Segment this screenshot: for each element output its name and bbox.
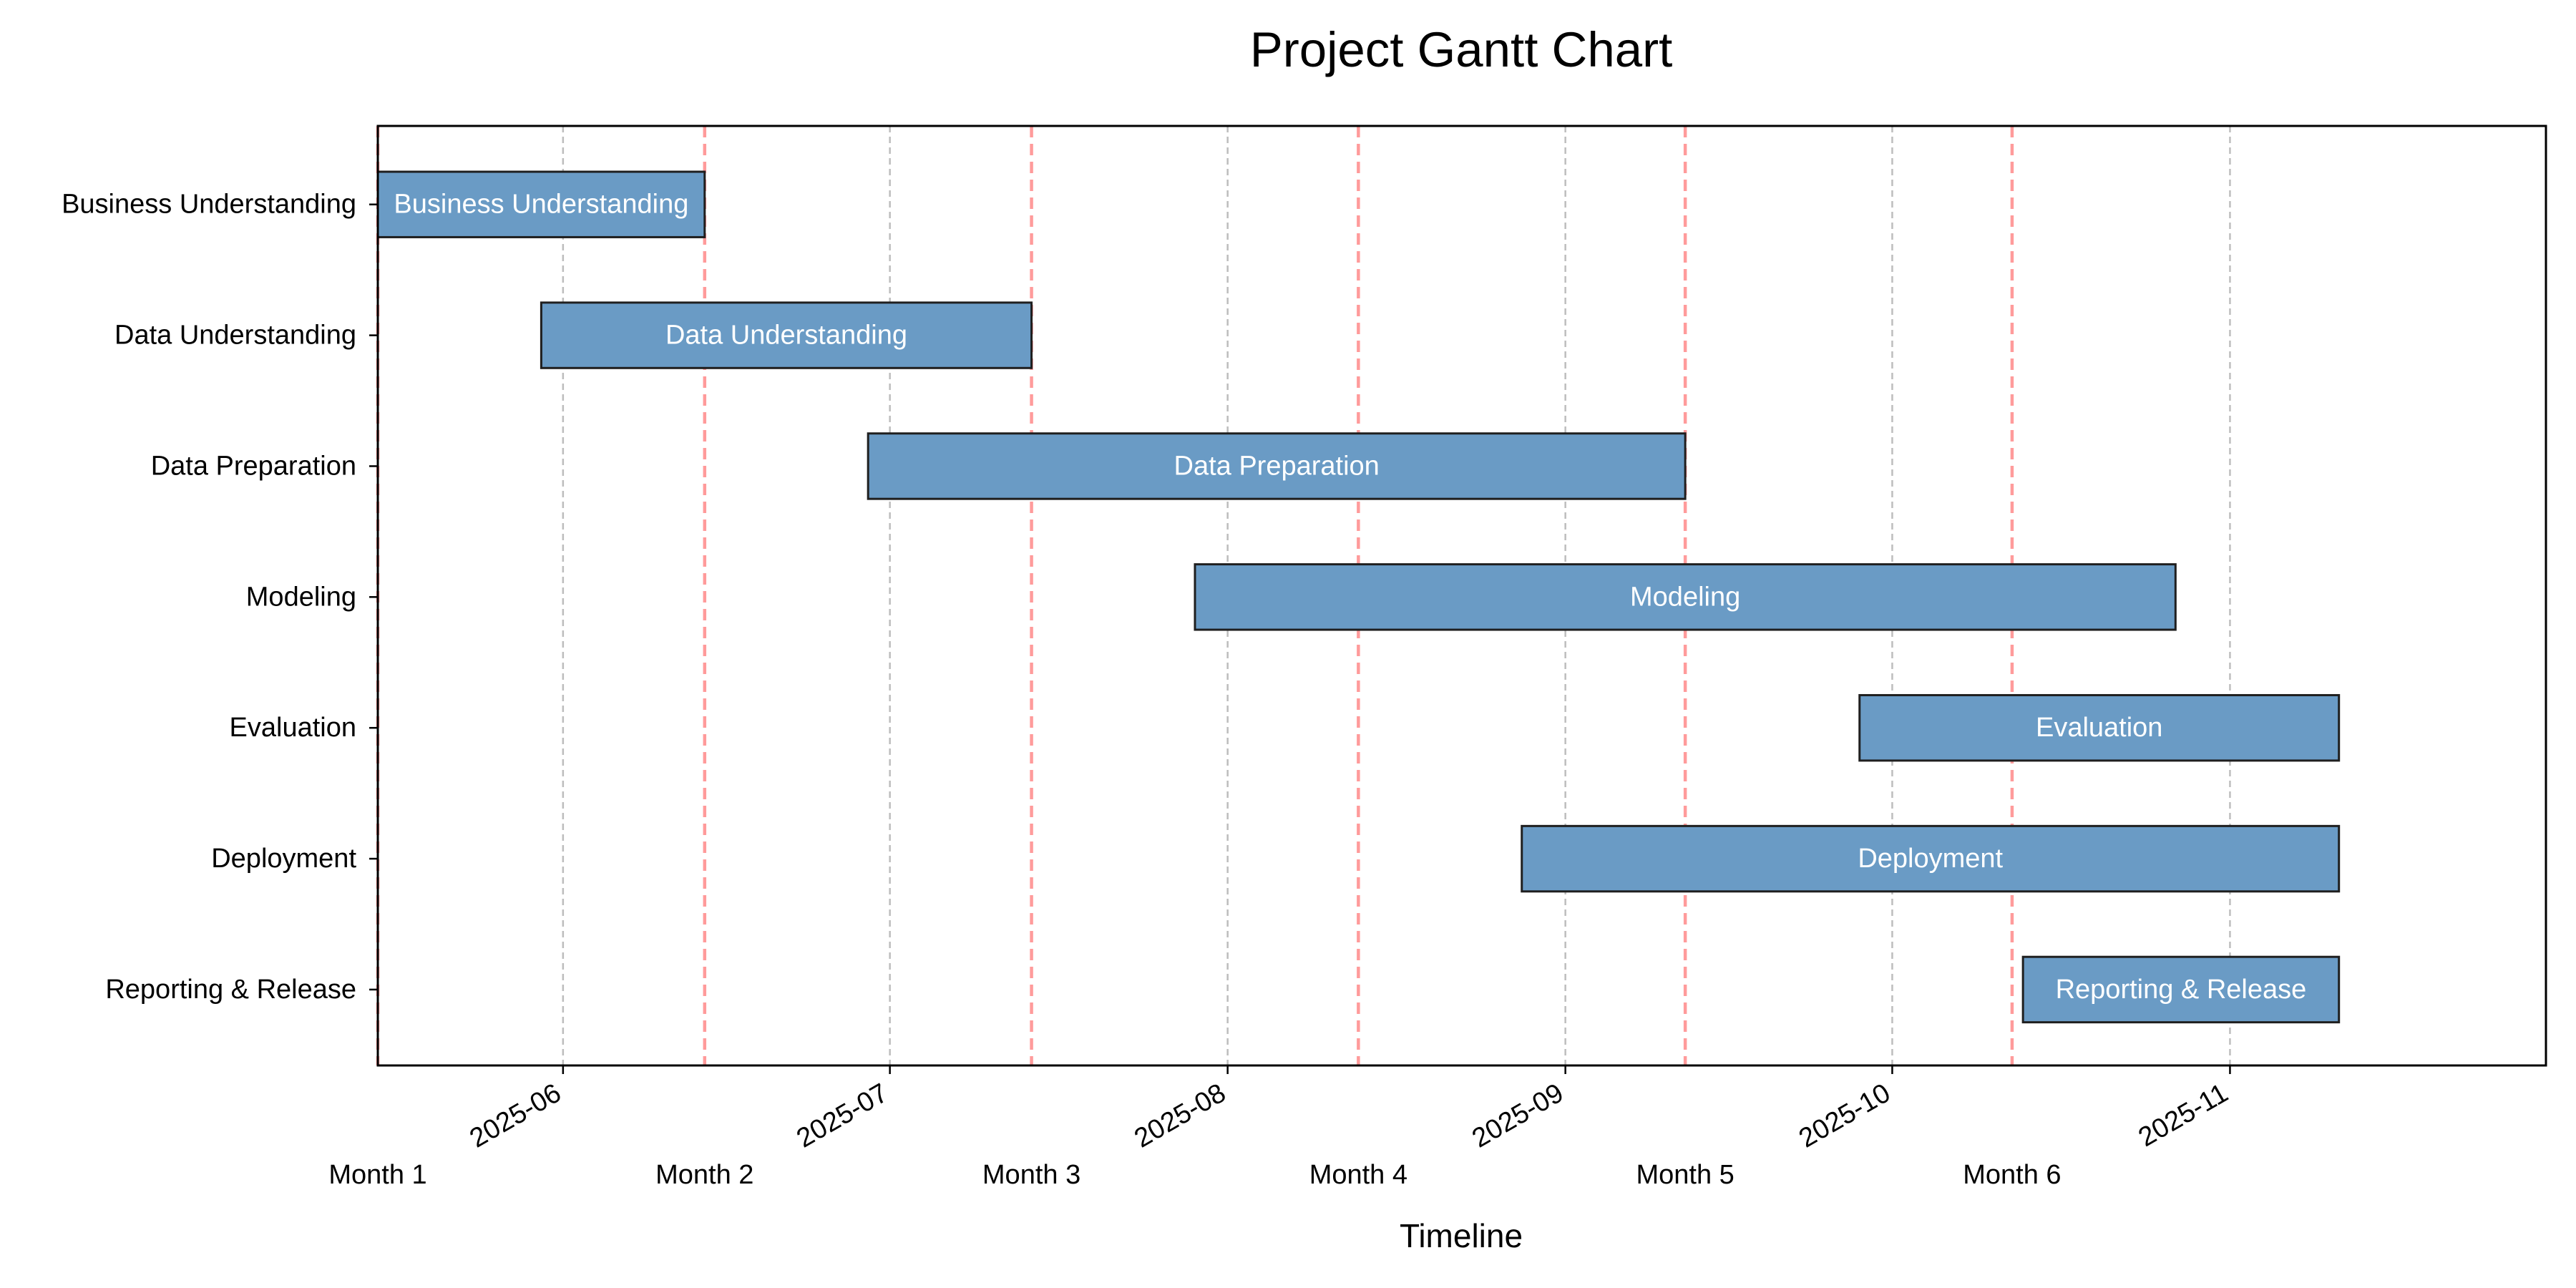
task-bars: Business Understanding Data Understanding… bbox=[376, 170, 2341, 1024]
y-tick-label: Modeling bbox=[246, 582, 356, 612]
x-tick-label: 2025-09 bbox=[1467, 1078, 1568, 1153]
x-tick-label: 2025-06 bbox=[465, 1078, 567, 1153]
x-tick-label: 2025-08 bbox=[1129, 1078, 1231, 1153]
y-tick-label: Data Preparation bbox=[151, 451, 356, 481]
task-bar-label: Reporting & Release bbox=[2056, 975, 2307, 1005]
task-bar bbox=[1194, 563, 2177, 631]
milestone-label: Month 6 bbox=[1963, 1160, 2061, 1190]
task-bar-label: Evaluation bbox=[2036, 713, 2162, 743]
milestone-label: Month 1 bbox=[328, 1160, 426, 1190]
task-bar-label: Data Preparation bbox=[1174, 451, 1380, 481]
y-tick-label: Deployment bbox=[211, 844, 356, 874]
x-tick-label: 2025-11 bbox=[2134, 1078, 2233, 1153]
y-tick-label: Evaluation bbox=[230, 713, 356, 743]
task-bar bbox=[376, 170, 706, 238]
x-tick-label: 2025-07 bbox=[791, 1078, 893, 1153]
y-tick-label: Reporting & Release bbox=[105, 975, 356, 1005]
y-tick-label: Data Understanding bbox=[114, 321, 356, 351]
task-bar bbox=[540, 301, 1033, 369]
milestone-label: Month 4 bbox=[1309, 1160, 1407, 1190]
grid-lines bbox=[562, 126, 2231, 1065]
y-tick-label: Business Understanding bbox=[62, 190, 356, 220]
task-bar-label: Deployment bbox=[1858, 844, 2003, 874]
task-bar bbox=[1521, 824, 2341, 893]
x-tick-label: 2025-10 bbox=[1794, 1078, 1896, 1153]
chart-title: Project Gantt Chart bbox=[1250, 22, 1673, 77]
milestone-label: Month 5 bbox=[1636, 1160, 1734, 1190]
milestone-labels: Month 1 Month 2 Month 3 Month 4 Month 5 Month… bbox=[328, 1160, 2061, 1190]
task-bar bbox=[2021, 955, 2341, 1024]
task-bar-label: Data Understanding bbox=[665, 321, 907, 351]
x-axis-label: Timeline bbox=[1400, 1217, 1523, 1254]
milestone-label: Month 3 bbox=[982, 1160, 1080, 1190]
task-bar-label: Modeling bbox=[1630, 582, 1740, 612]
milestone-label: Month 2 bbox=[655, 1160, 753, 1190]
y-axis-ticks: Business Understanding Data Understanding… bbox=[62, 190, 378, 1005]
task-bar-label: Business Understanding bbox=[394, 190, 688, 220]
task-bar bbox=[1858, 693, 2341, 762]
task-bar bbox=[867, 432, 1687, 500]
x-axis-ticks: 2025-06 2025-07 2025-08 2025-09 2025-10 2025-… bbox=[465, 1065, 2233, 1154]
plot-frame bbox=[376, 125, 2547, 1067]
